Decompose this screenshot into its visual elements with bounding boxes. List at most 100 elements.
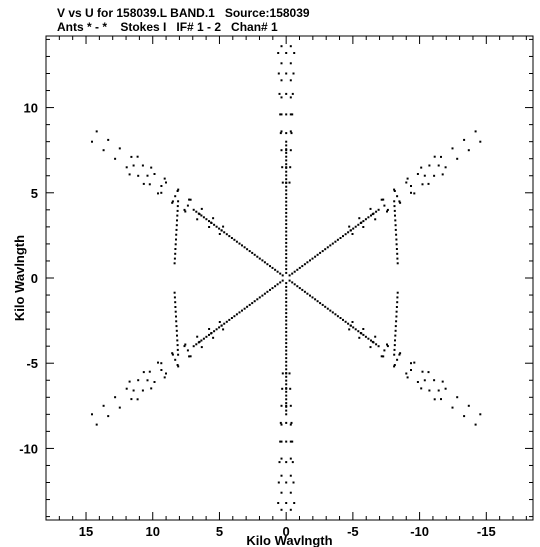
uv-point xyxy=(427,371,430,374)
uv-point xyxy=(208,226,211,228)
uv-point xyxy=(370,339,372,342)
uv-point xyxy=(175,325,178,328)
uv-point xyxy=(285,357,288,360)
uv-point xyxy=(410,369,412,371)
uv-point xyxy=(289,474,292,477)
uv-point xyxy=(386,343,388,346)
uv-point xyxy=(269,288,271,291)
uv-point xyxy=(163,376,166,379)
uv-point xyxy=(309,259,311,262)
uv-point xyxy=(285,249,288,252)
x-tick-label: 5 xyxy=(216,524,223,539)
uv-point xyxy=(243,307,246,310)
uv-point xyxy=(444,166,447,169)
uv-point xyxy=(285,163,288,166)
uv-point xyxy=(394,334,397,337)
uv-point xyxy=(324,305,327,308)
uv-point xyxy=(301,265,304,268)
uv-point xyxy=(212,217,215,220)
uv-point xyxy=(303,290,306,293)
uv-point xyxy=(285,440,288,443)
uv-point xyxy=(150,387,153,390)
uv-point xyxy=(289,79,292,82)
uv-point xyxy=(331,242,334,245)
uv-point xyxy=(289,96,292,99)
uv-point xyxy=(369,207,372,210)
uv-point xyxy=(130,398,133,401)
uv-point xyxy=(326,307,329,310)
uv-point xyxy=(351,233,354,235)
uv-point xyxy=(374,218,377,221)
uv-point xyxy=(456,396,459,399)
uv-point xyxy=(285,264,288,267)
uv-point xyxy=(176,209,179,212)
uv-point xyxy=(467,404,470,407)
uv-point xyxy=(277,481,280,484)
uv-point xyxy=(288,274,291,277)
uv-point xyxy=(291,281,294,284)
uv-point xyxy=(289,130,292,133)
uv-point xyxy=(293,270,296,273)
uv-point xyxy=(174,195,177,198)
uv-point xyxy=(410,362,412,365)
uv-point xyxy=(285,353,288,356)
uv-point xyxy=(437,164,440,167)
uv-point xyxy=(202,337,205,340)
uv-point xyxy=(285,368,288,371)
uv-point xyxy=(280,440,283,443)
uv-point xyxy=(277,502,280,504)
uv-point xyxy=(377,345,380,348)
uv-point xyxy=(394,219,397,222)
uv-point xyxy=(285,170,288,173)
uv-point xyxy=(146,174,149,177)
uv-point xyxy=(406,376,409,379)
uv-point xyxy=(176,190,179,192)
uv-point xyxy=(285,360,288,363)
x-tick-label: 0 xyxy=(283,524,290,539)
y-tick-label: 10 xyxy=(24,101,38,116)
uv-point xyxy=(285,151,288,154)
uv-point xyxy=(208,328,211,330)
uv-point xyxy=(405,181,408,184)
uv-point xyxy=(238,242,241,245)
uv-point xyxy=(157,192,159,195)
uv-point xyxy=(220,229,223,232)
uv-point xyxy=(176,214,179,217)
uv-point xyxy=(176,219,178,222)
uv-point xyxy=(281,372,284,375)
uv-point xyxy=(175,320,178,323)
uv-point xyxy=(285,413,288,416)
uv-point xyxy=(91,140,93,143)
uv-point xyxy=(413,361,416,364)
uv-point xyxy=(291,92,294,95)
uv-point xyxy=(177,200,180,203)
uv-point xyxy=(393,344,396,347)
uv-point xyxy=(176,348,179,351)
uv-point xyxy=(171,201,174,204)
uv-point xyxy=(347,322,350,325)
uv-point xyxy=(285,72,288,75)
uv-point xyxy=(165,181,167,184)
uv-point xyxy=(298,287,301,290)
uv-point xyxy=(285,338,288,341)
uv-point xyxy=(382,355,385,358)
uv-point xyxy=(263,261,266,264)
uv-point xyxy=(420,166,423,169)
uv-point xyxy=(285,113,288,116)
uv-point xyxy=(285,282,288,285)
uv-point xyxy=(218,227,221,230)
uv-point xyxy=(200,214,203,217)
uv-point xyxy=(395,310,398,313)
uv-point xyxy=(421,183,424,186)
uv-point xyxy=(319,302,322,305)
uv-point xyxy=(233,238,236,241)
x-tick-label: -15 xyxy=(477,524,496,539)
uv-point xyxy=(258,296,261,299)
uv-point xyxy=(329,244,332,247)
uv-point xyxy=(289,387,292,390)
uv-point xyxy=(395,315,398,318)
uv-point xyxy=(382,198,385,201)
uv-point xyxy=(285,319,288,322)
uv-point xyxy=(196,335,199,338)
